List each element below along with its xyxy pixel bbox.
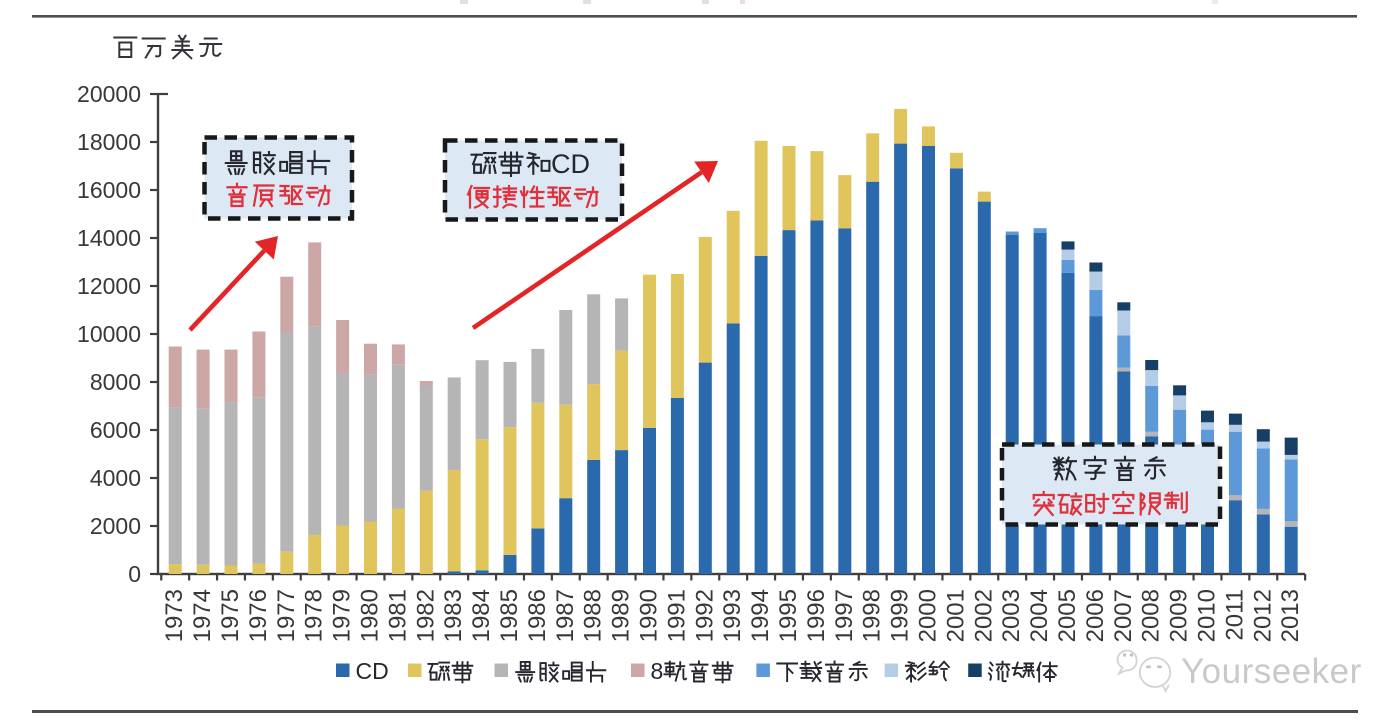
svg-text:0: 0 [128,561,141,587]
svg-text:8000: 8000 [90,369,141,395]
svg-text:2006: 2006 [1082,589,1109,642]
svg-text:1996: 1996 [803,589,830,642]
svg-text:2004: 2004 [1026,589,1053,642]
svg-text:1991: 1991 [663,589,690,642]
svg-text:1980: 1980 [357,589,384,642]
svg-text:2005: 2005 [1054,589,1081,642]
svg-text:2000: 2000 [90,513,141,539]
svg-text:1999: 1999 [887,589,914,642]
svg-text:1989: 1989 [608,589,635,642]
svg-text:1976: 1976 [245,589,272,642]
svg-text:2008: 2008 [1138,589,1165,642]
svg-text:1978: 1978 [301,589,328,642]
svg-text:2003: 2003 [998,589,1025,642]
svg-text:1973: 1973 [161,589,188,642]
svg-text:1988: 1988 [580,589,607,642]
svg-text:2007: 2007 [1110,589,1137,642]
svg-text:1977: 1977 [273,589,300,642]
svg-text:1983: 1983 [440,589,467,642]
svg-text:CD: CD [551,149,590,179]
svg-text:1997: 1997 [831,589,858,642]
svg-text:1990: 1990 [636,589,663,642]
svg-text:2011: 2011 [1221,589,1248,641]
svg-text:20000: 20000 [77,81,141,107]
svg-text:12000: 12000 [77,273,141,299]
svg-text:1979: 1979 [329,589,356,642]
svg-text:2000: 2000 [915,589,942,642]
svg-text:1985: 1985 [496,589,523,642]
svg-text:1993: 1993 [719,589,746,642]
svg-text:2002: 2002 [970,589,997,642]
svg-text:18000: 18000 [77,129,141,155]
svg-text:2010: 2010 [1194,589,1221,642]
svg-text:16000: 16000 [77,177,141,203]
svg-text:10000: 10000 [77,321,141,347]
svg-text:Yourseeker: Yourseeker [1181,652,1362,691]
svg-text:1992: 1992 [691,589,718,642]
svg-text:1987: 1987 [552,589,579,642]
svg-text:2009: 2009 [1166,589,1193,642]
svg-text:1975: 1975 [217,589,244,642]
svg-text:1982: 1982 [412,589,439,642]
svg-text:1974: 1974 [189,589,216,642]
svg-text:1981: 1981 [384,589,411,642]
svg-text:1986: 1986 [524,589,551,642]
svg-text:1984: 1984 [468,589,495,642]
svg-text:6000: 6000 [90,417,141,443]
svg-text:8: 8 [651,658,664,684]
svg-text:14000: 14000 [77,225,141,251]
svg-text:1995: 1995 [775,589,802,642]
svg-text:1998: 1998 [859,589,886,642]
svg-text:4000: 4000 [90,465,141,491]
svg-text:2013: 2013 [1277,589,1304,642]
svg-text:2012: 2012 [1249,589,1276,642]
svg-text:CD: CD [356,658,389,684]
svg-text:2001: 2001 [942,589,969,642]
svg-text:1994: 1994 [747,589,774,642]
